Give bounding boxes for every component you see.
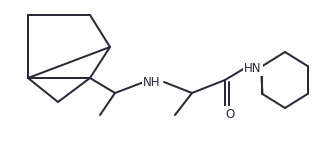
Text: HN: HN xyxy=(244,61,262,75)
Text: O: O xyxy=(226,108,235,120)
Text: NH: NH xyxy=(143,76,161,88)
